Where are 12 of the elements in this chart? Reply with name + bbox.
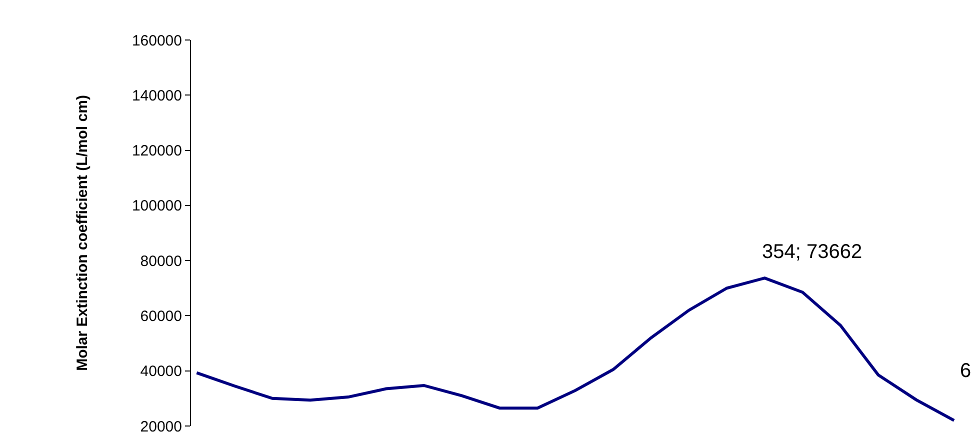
y-tick-label: 20000	[140, 418, 182, 436]
annotation: 354; 73662	[762, 241, 862, 263]
y-axis-title: Molar Extinction coefficient (L/mol cm)	[74, 95, 92, 371]
y-tick-label: 140000	[132, 87, 182, 104]
line-series	[195, 276, 956, 422]
annotation: 6	[960, 360, 972, 382]
y-tick-label: 60000	[140, 308, 182, 325]
y-tick-label: 40000	[140, 363, 182, 380]
y-tick-label: 80000	[140, 252, 182, 270]
y-tick-label: 160000	[132, 32, 182, 50]
y-tick-label: 120000	[132, 142, 182, 160]
y-tick-label: 100000	[132, 198, 182, 215]
